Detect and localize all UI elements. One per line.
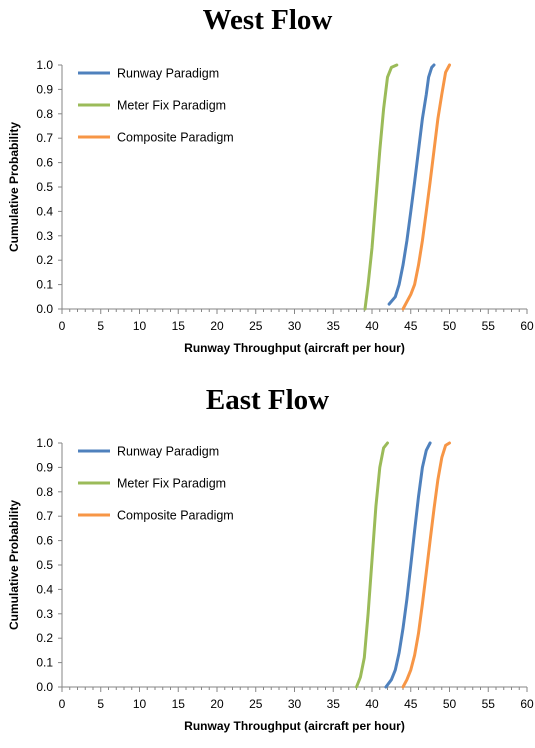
y-tick-label: 0.5 bbox=[36, 180, 53, 194]
x-tick-label: 25 bbox=[249, 319, 263, 333]
x-tick-label: 55 bbox=[482, 319, 496, 333]
series-line-runway-paradigm bbox=[387, 63, 436, 306]
y-tick-label: 0.7 bbox=[36, 131, 53, 145]
y-tick-label: 0.3 bbox=[36, 229, 53, 243]
x-tick-label: 40 bbox=[365, 697, 379, 711]
y-axis-title: Cumulative Probability bbox=[7, 500, 21, 630]
x-axis-title: Runway Throughput (aircraft per hour) bbox=[184, 719, 405, 733]
y-tick-label: 0.9 bbox=[36, 460, 53, 474]
x-tick-label: 0 bbox=[59, 697, 66, 711]
x-tick-label: 5 bbox=[97, 697, 104, 711]
y-tick-label: 1.0 bbox=[36, 436, 53, 450]
x-axis-title: Runway Throughput (aircraft per hour) bbox=[184, 341, 405, 355]
x-tick-label: 55 bbox=[482, 697, 496, 711]
x-tick-label: 60 bbox=[520, 697, 534, 711]
y-tick-label: 0.2 bbox=[36, 253, 53, 267]
series-line-meter-fix-paradigm bbox=[363, 63, 399, 311]
chart-title: East Flow bbox=[205, 384, 330, 416]
y-tick-label: 0.8 bbox=[36, 485, 53, 499]
x-tick-label: 50 bbox=[443, 697, 457, 711]
series-line-runway-paradigm bbox=[384, 441, 432, 689]
x-tick-label: 45 bbox=[404, 319, 418, 333]
y-tick-label: 0.0 bbox=[36, 680, 53, 694]
east-flow-panel: East Flow 0.0 0.1 0.2 0.3 0.4 0.5 0.6 0.7 0.8 0.9… bbox=[0, 378, 535, 748]
x-tick-label: 20 bbox=[210, 697, 224, 711]
y-tick-label: 0.0 bbox=[36, 302, 53, 316]
x-tick-label: 0 bbox=[59, 319, 66, 333]
x-tick-label: 50 bbox=[443, 319, 457, 333]
y-tick-label: 0.8 bbox=[36, 107, 53, 121]
west-flow-panel: West Flow 0.0 0.1 0.2 0.3 0.4 0.5 0.6 0.7 0.8 0.9… bbox=[0, 0, 535, 370]
x-tick-label: 35 bbox=[327, 319, 341, 333]
y-tick-label: 0.7 bbox=[36, 509, 53, 523]
y-tick-label: 0.6 bbox=[36, 156, 53, 170]
series-line-composite-paradigm bbox=[401, 63, 451, 311]
series-line-composite-paradigm bbox=[401, 441, 451, 689]
x-tick-label: 45 bbox=[404, 697, 418, 711]
legend-label: Runway Paradigm bbox=[117, 445, 219, 459]
x-tick-label: 10 bbox=[133, 697, 147, 711]
x-tick-label: 30 bbox=[288, 697, 302, 711]
y-tick-label: 0.9 bbox=[36, 82, 53, 96]
legend-label: Runway Paradigm bbox=[117, 67, 219, 81]
x-tick-label: 20 bbox=[210, 319, 224, 333]
y-tick-label: 1.0 bbox=[36, 58, 53, 72]
x-tick-label: 30 bbox=[288, 319, 302, 333]
x-tick-label: 40 bbox=[365, 319, 379, 333]
x-tick-label: 15 bbox=[172, 697, 186, 711]
y-tick-label: 0.6 bbox=[36, 534, 53, 548]
legend-label: Meter Fix Paradigm bbox=[117, 99, 226, 113]
x-tick-label: 60 bbox=[520, 319, 534, 333]
legend-label: Composite Paradigm bbox=[117, 509, 234, 523]
x-tick-label: 35 bbox=[327, 697, 341, 711]
y-tick-label: 0.1 bbox=[36, 656, 53, 670]
y-tick-label: 0.5 bbox=[36, 558, 53, 572]
legend-label: Composite Paradigm bbox=[117, 131, 234, 145]
east-flow-chart: 0.0 0.1 0.2 0.3 0.4 0.5 0.6 0.7 0.8 0.9 1.0 0 5 10 15 2… bbox=[7, 436, 534, 733]
chart-title: West Flow bbox=[202, 4, 333, 36]
legend-label: Meter Fix Paradigm bbox=[117, 477, 226, 491]
y-tick-label: 0.3 bbox=[36, 607, 53, 621]
series-line-meter-fix-paradigm bbox=[355, 441, 389, 689]
x-tick-label: 15 bbox=[172, 319, 186, 333]
x-tick-label: 25 bbox=[249, 697, 263, 711]
y-tick-label: 0.1 bbox=[36, 278, 53, 292]
x-tick-label: 5 bbox=[97, 319, 104, 333]
y-tick-label: 0.2 bbox=[36, 631, 53, 645]
west-flow-chart: 0.0 0.1 0.2 0.3 0.4 0.5 0.6 0.7 0.8 0.9 1.0 0 5 10 15 2… bbox=[7, 58, 534, 355]
y-axis-title: Cumulative Probability bbox=[7, 122, 21, 252]
y-tick-label: 0.4 bbox=[36, 204, 53, 218]
y-tick-label: 0.4 bbox=[36, 582, 53, 596]
x-tick-label: 10 bbox=[133, 319, 147, 333]
